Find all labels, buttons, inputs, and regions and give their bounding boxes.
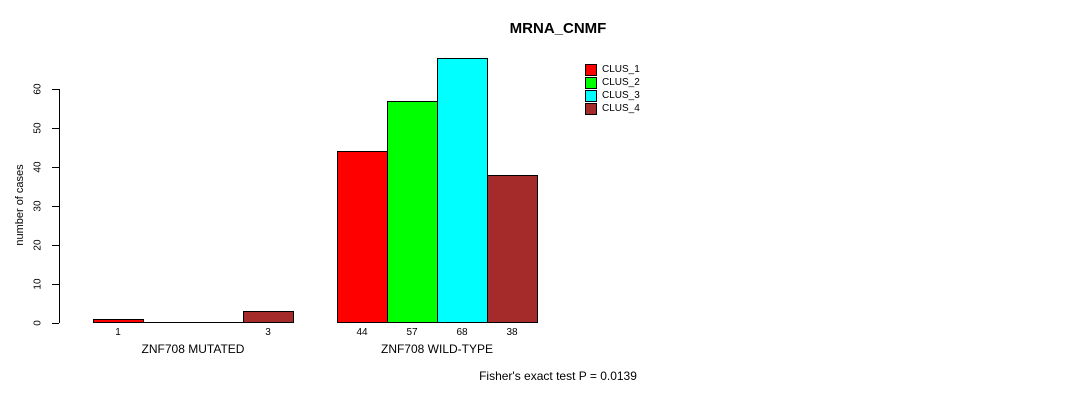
y-axis-tick xyxy=(52,323,59,324)
y-axis-tick-label: 0 xyxy=(32,320,44,326)
y-axis-tick-label: 60 xyxy=(32,83,44,95)
y-axis-tick xyxy=(52,167,59,168)
y-axis-tick-label: 50 xyxy=(32,122,44,134)
bar xyxy=(487,175,538,323)
legend-swatch xyxy=(585,90,597,102)
bar-value-label: 38 xyxy=(506,327,518,338)
legend-swatch xyxy=(585,64,597,76)
legend-item: CLUS_2 xyxy=(585,77,640,89)
bar xyxy=(337,151,388,323)
bar-value-label: 1 xyxy=(115,327,121,338)
legend-item: CLUS_4 xyxy=(585,103,640,115)
legend-label: CLUS_4 xyxy=(602,103,640,114)
bar-value-label: 44 xyxy=(356,327,368,338)
y-axis-tick xyxy=(52,89,59,90)
y-axis-tick-label: 40 xyxy=(32,161,44,173)
y-axis-tick xyxy=(52,245,59,246)
bar-value-label: 68 xyxy=(456,327,468,338)
legend-swatch xyxy=(585,103,597,115)
bar xyxy=(387,101,438,323)
x-group-label: ZNF708 WILD-TYPE xyxy=(380,342,494,356)
legend-label: CLUS_2 xyxy=(602,77,640,88)
bar xyxy=(437,58,488,323)
bar-zero xyxy=(193,322,244,323)
legend-label: CLUS_1 xyxy=(602,64,640,75)
y-axis-tick xyxy=(52,128,59,129)
y-axis-tick-label: 10 xyxy=(32,278,44,290)
legend-swatch xyxy=(585,77,597,89)
bar-value-label: 57 xyxy=(406,327,418,338)
y-axis-line xyxy=(59,89,60,323)
chart-title: MRNA_CNMF xyxy=(509,20,607,37)
y-axis-tick xyxy=(52,284,59,285)
y-axis-tick xyxy=(52,206,59,207)
bar xyxy=(243,311,294,323)
legend: CLUS_1 CLUS_2 CLUS_3 CLUS_4 xyxy=(585,64,640,115)
y-axis-tick-label: 20 xyxy=(32,239,44,251)
y-axis-label: number of cases xyxy=(14,164,26,246)
y-axis-tick-label: 30 xyxy=(32,200,44,212)
pvalue-annotation: Fisher's exact test P = 0.0139 xyxy=(479,369,637,383)
bar-value-label: 3 xyxy=(265,327,271,338)
legend-item: CLUS_1 xyxy=(585,64,640,76)
x-group-label: ZNF708 MUTATED xyxy=(141,342,245,356)
bar-zero xyxy=(143,322,194,323)
legend-item: CLUS_3 xyxy=(585,90,640,102)
bar xyxy=(93,319,144,323)
legend-label: CLUS_3 xyxy=(602,90,640,101)
